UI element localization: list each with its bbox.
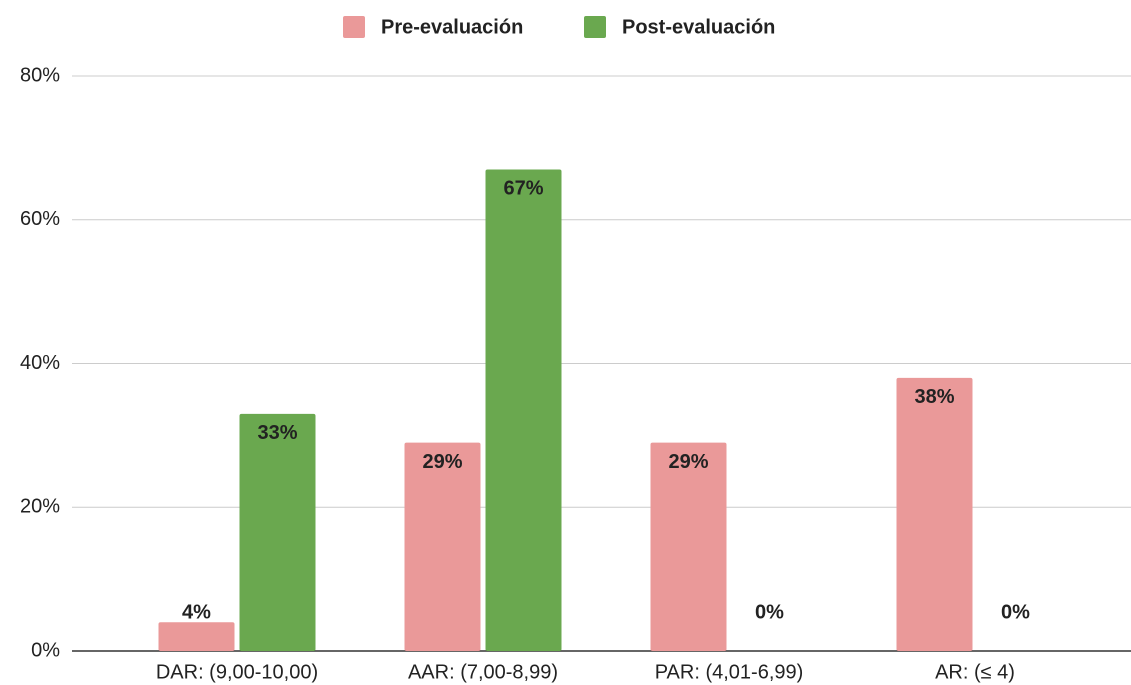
bar <box>896 377 973 651</box>
legend-swatch <box>343 16 365 38</box>
y-tick-label: 40% <box>20 352 60 374</box>
data-label: 38% <box>914 386 954 408</box>
data-label: 29% <box>422 451 462 473</box>
data-label: 4% <box>182 601 211 623</box>
legend-label: Pre-evaluación <box>381 16 523 38</box>
bar <box>485 169 562 651</box>
data-label: 33% <box>257 422 297 444</box>
y-tick-label: 60% <box>20 208 60 230</box>
bar <box>650 442 727 651</box>
legend-label: Post-evaluación <box>622 16 775 38</box>
data-label: 0% <box>1001 601 1030 623</box>
bar <box>239 413 316 651</box>
data-label: 29% <box>668 451 708 473</box>
legend-swatch <box>584 16 606 38</box>
x-tick-label: PAR: (4,01-6,99) <box>655 661 804 683</box>
x-tick-label: AAR: (7,00-8,99) <box>408 661 558 683</box>
data-label: 0% <box>755 601 784 623</box>
y-tick-label: 0% <box>31 639 60 661</box>
y-tick-label: 80% <box>20 64 60 86</box>
bar <box>404 442 481 651</box>
data-label: 67% <box>503 178 543 200</box>
y-tick-label: 20% <box>20 496 60 518</box>
x-tick-label: DAR: (9,00-10,00) <box>156 661 318 683</box>
bar <box>158 622 235 651</box>
x-tick-label: AR: (≤ 4) <box>935 661 1015 683</box>
